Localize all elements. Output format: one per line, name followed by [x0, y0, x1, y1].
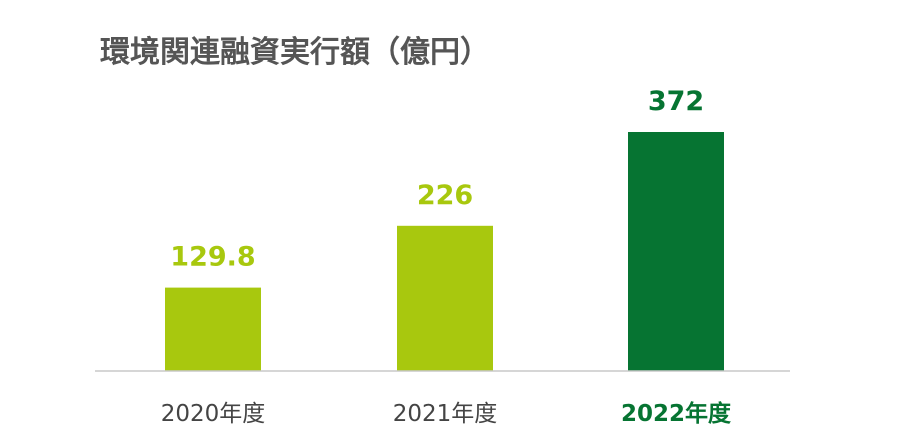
category-label-2022年度: 2022年度	[621, 400, 732, 427]
value-label-2020年度: 129.8	[170, 242, 255, 273]
bar-2021年度	[397, 225, 493, 371]
chart-title: 環境関連融資実行額（億円）	[100, 35, 490, 70]
value-label-2021年度: 226	[417, 180, 473, 211]
bars-group: 129.8 2020年度 226 2021年度 372 2022年度	[161, 86, 732, 427]
category-label-2020年度: 2020年度	[161, 401, 266, 427]
value-label-2022年度: 372	[648, 86, 704, 117]
bar-2020年度	[165, 287, 261, 371]
category-label-2021年度: 2021年度	[393, 401, 498, 427]
bar-2022年度	[628, 132, 724, 371]
